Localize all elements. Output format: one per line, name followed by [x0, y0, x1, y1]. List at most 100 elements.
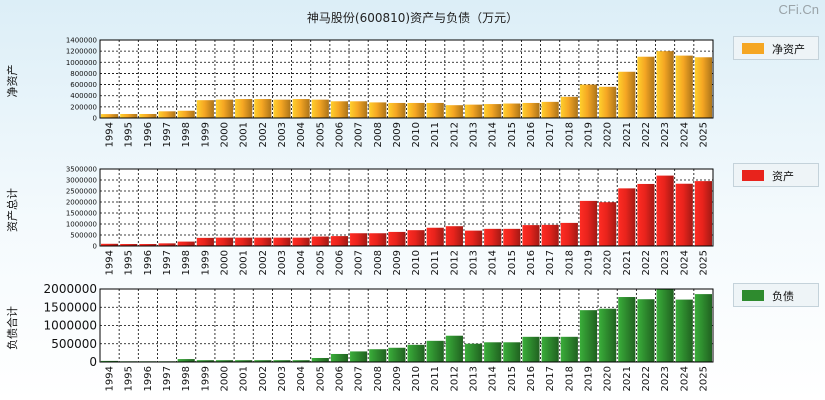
x-tick-label: 1999	[200, 366, 211, 391]
x-tick-label: 2016	[526, 366, 537, 391]
plot-border	[99, 288, 714, 363]
x-tick-label: 2006	[334, 366, 345, 391]
bar-1998	[177, 110, 195, 118]
x-tick-label: 2021	[622, 366, 633, 391]
y-tick-label: 1500000	[44, 300, 97, 314]
x-tick-label: 2004	[296, 250, 307, 275]
y-tick-label: 2000000	[44, 282, 97, 296]
bar-2009	[388, 347, 406, 362]
x-tick-label: 2008	[373, 122, 384, 147]
x-tick-label: 1995	[124, 250, 135, 275]
y-tick-label: 600000	[70, 81, 97, 89]
x-tick-label: 2015	[507, 250, 518, 275]
x-tick-label: 2017	[545, 366, 556, 391]
bar-2017	[541, 224, 559, 246]
bar-2004	[292, 360, 310, 362]
bar-2004	[292, 237, 310, 246]
bar-2006	[330, 101, 349, 118]
bar-2000	[215, 237, 234, 246]
x-tick-label: 2010	[411, 366, 422, 391]
y-tick-label: 2000000	[66, 199, 97, 207]
x-tick-label: 1994	[105, 122, 116, 147]
bar-2022	[637, 56, 655, 118]
bar-2014	[484, 342, 502, 362]
legend-net-assets: 净资产	[733, 36, 819, 60]
y-tick-label: 400000	[70, 92, 97, 100]
x-tick-label: 2013	[469, 366, 480, 391]
bar-1999	[196, 360, 214, 362]
x-tick-label: 2016	[526, 122, 537, 147]
bar-2019	[579, 200, 598, 246]
bar-2010	[407, 230, 425, 246]
x-tick-label: 2003	[277, 250, 288, 275]
bar-1999	[196, 100, 214, 118]
x-tick-label: 2014	[488, 366, 499, 391]
legend-label: 净资产	[772, 43, 805, 56]
bar-1995	[120, 113, 138, 118]
x-tick-label: 2014	[488, 250, 499, 275]
x-tick-label: 2003	[277, 122, 288, 147]
bar-2018	[560, 96, 578, 118]
bar-2012	[445, 335, 463, 362]
x-tick-label: 2013	[469, 122, 480, 147]
x-tick-label: 2007	[354, 366, 365, 391]
x-tick-label: 2002	[258, 122, 269, 147]
bar-2021	[618, 71, 636, 118]
bar-1994	[101, 243, 119, 246]
bar-2007	[350, 101, 368, 118]
x-tick-label: 2010	[411, 122, 422, 147]
x-tick-label: 2013	[469, 250, 480, 275]
x-tick-label: 2005	[315, 122, 326, 147]
x-tick-label: 2005	[315, 250, 326, 275]
bar-2008	[369, 349, 387, 362]
x-tick-label: 2022	[641, 250, 652, 275]
bar-2011	[426, 227, 444, 246]
x-tick-label: 2006	[334, 122, 345, 147]
bar-2005	[311, 236, 329, 246]
bar-2023	[656, 289, 674, 362]
watermark: CFi.Cn	[778, 2, 819, 17]
x-tick-label: 2009	[392, 122, 403, 147]
x-tick-label: 2014	[488, 122, 499, 147]
y-tick-label: 3500000	[66, 166, 97, 174]
bar-2000	[215, 360, 234, 362]
bar-1994	[101, 360, 119, 362]
bar-2011	[426, 102, 444, 118]
legend-swatch-icon	[742, 170, 764, 181]
x-tick-label: 2017	[545, 250, 556, 275]
x-tick-label: 2000	[220, 122, 231, 147]
bar-2018	[560, 336, 578, 362]
bar-2003	[273, 99, 291, 118]
x-tick-label: 2000	[220, 250, 231, 275]
x-tick-label: 1998	[181, 250, 192, 275]
y-tick-label: 1400000	[66, 37, 97, 45]
x-tick-label: 2019	[583, 250, 594, 275]
legend-liabilities: 负债	[733, 283, 819, 307]
x-tick-label: 2018	[564, 122, 575, 147]
x-tick-label: 2017	[545, 122, 556, 147]
x-tick-label: 2024	[679, 366, 690, 391]
y-tick-label: 1500000	[66, 210, 97, 218]
x-tick-label: 1997	[162, 250, 173, 275]
bar-2006	[330, 353, 349, 362]
x-tick-label: 2025	[698, 250, 709, 275]
x-tick-label: 2023	[660, 250, 671, 275]
bar-2022	[637, 183, 655, 246]
bar-2019	[579, 310, 598, 362]
legend-swatch-icon	[742, 43, 764, 54]
x-tick-label: 2016	[526, 250, 537, 275]
bar-2016	[522, 336, 540, 362]
y-tick-label: 0	[89, 355, 97, 369]
x-tick-label: 1995	[124, 366, 135, 391]
bar-2005	[311, 99, 329, 118]
bar-2009	[388, 102, 406, 118]
bar-2016	[522, 102, 540, 118]
x-tick-label: 1996	[143, 250, 154, 275]
x-tick-label: 2007	[354, 250, 365, 275]
x-tick-label: 2015	[507, 122, 518, 147]
x-tick-label: 2012	[449, 122, 460, 147]
y-tick-label: 1000000	[66, 59, 97, 67]
y-tick-label: 200000	[70, 103, 97, 111]
bar-1998	[177, 359, 195, 362]
